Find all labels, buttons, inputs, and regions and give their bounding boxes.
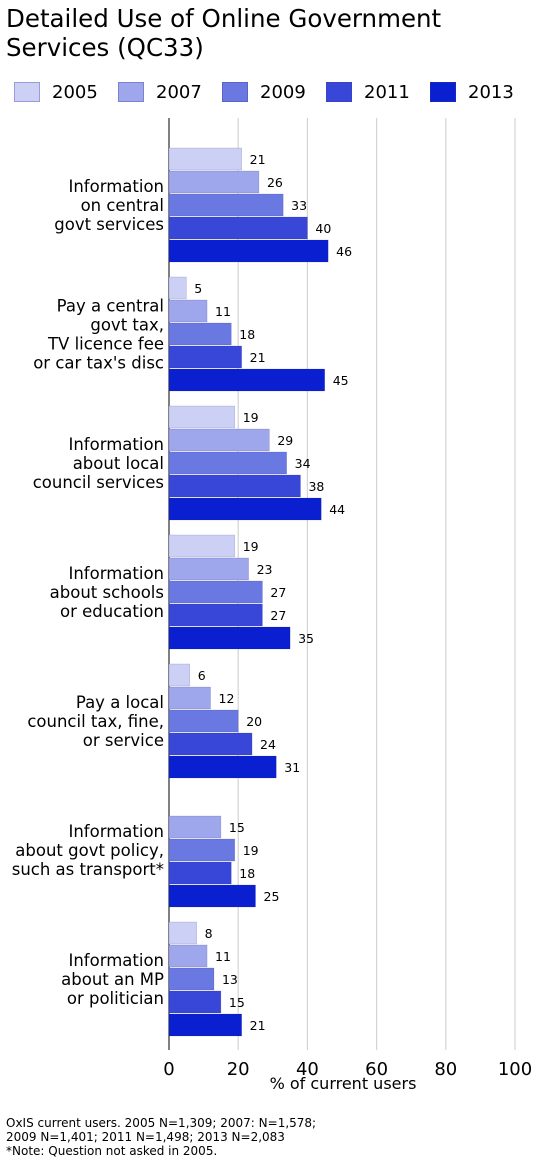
bar-2009 — [168, 967, 215, 991]
bar-value-label: 18 — [239, 327, 255, 342]
category-label: Information about an MP or politician — [61, 951, 164, 1008]
bar-2009 — [168, 838, 236, 862]
legend-swatch — [326, 82, 352, 102]
bar-2009 — [168, 580, 263, 604]
bar-2007 — [168, 557, 249, 581]
bar-2005 — [168, 663, 191, 687]
x-tick-label: 60 — [365, 1059, 388, 1080]
bar-2013 — [168, 884, 256, 908]
x-tick-label: 80 — [434, 1059, 457, 1080]
bar-value-label: 18 — [239, 866, 255, 881]
footnote-line-3: *Note: Question not asked in 2005. — [6, 1144, 218, 1158]
bar-value-label: 45 — [333, 373, 349, 388]
bar-2009 — [168, 322, 232, 346]
bar-value-label: 8 — [205, 926, 213, 941]
bar-2009 — [168, 451, 287, 475]
bar-value-label: 27 — [270, 608, 286, 623]
bar-value-label: 44 — [329, 502, 345, 517]
bar-2013 — [168, 497, 322, 521]
bar-value-label: 31 — [284, 760, 300, 775]
legend-label: 2013 — [468, 82, 514, 103]
bar-2013 — [168, 368, 325, 392]
bar-2007 — [168, 299, 208, 323]
bar-value-label: 29 — [277, 433, 293, 448]
bar-value-label: 27 — [270, 585, 286, 600]
legend-label: 2011 — [364, 82, 410, 103]
bar-value-label: 15 — [229, 820, 245, 835]
bar-2005 — [168, 921, 197, 945]
category-label: Information about govt policy, such as tra… — [12, 822, 164, 879]
bar-2005 — [168, 405, 236, 429]
legend-label: 2007 — [156, 82, 202, 103]
bar-value-label: 12 — [219, 691, 235, 706]
bar-2005 — [168, 147, 242, 171]
legend-swatch — [430, 82, 456, 102]
bar-2013 — [168, 626, 291, 650]
bar-2011 — [168, 861, 232, 885]
bar-value-label: 11 — [215, 949, 231, 964]
x-tick-label: 40 — [296, 1059, 319, 1080]
bar-2011 — [168, 732, 253, 756]
bar-value-label: 5 — [194, 281, 202, 296]
bar-2007 — [168, 428, 270, 452]
chart-title: Detailed Use of Online Government Servic… — [6, 4, 442, 62]
bar-value-label: 15 — [229, 995, 245, 1010]
bar-2011 — [168, 603, 263, 627]
legend-label: 2005 — [52, 82, 98, 103]
bar-2013 — [168, 239, 329, 263]
x-tick-label: 0 — [163, 1059, 174, 1080]
bar-value-label: 35 — [298, 631, 314, 646]
category-label: Pay a central govt tax, TV licence fee or c… — [33, 296, 164, 372]
bar-value-label: 34 — [295, 456, 311, 471]
bar-2007 — [168, 944, 208, 968]
bar-value-label: 21 — [250, 152, 266, 167]
bar-value-label: 19 — [243, 539, 259, 554]
bar-value-label: 6 — [198, 668, 206, 683]
bar-value-label: 33 — [291, 198, 307, 213]
footnote-line-2: 2009 N=1,401; 2011 N=1,498; 2013 N=2,083 — [6, 1130, 285, 1144]
bar-2011 — [168, 345, 242, 369]
category-label: Information on central govt services — [54, 177, 164, 234]
bar-value-label: 25 — [264, 889, 280, 904]
bar-value-label: 19 — [243, 410, 259, 425]
bar-value-label: 23 — [257, 562, 273, 577]
bar-value-label: 20 — [246, 714, 262, 729]
bar-value-label: 11 — [215, 304, 231, 319]
bar-value-label: 26 — [267, 175, 283, 190]
category-label: Information about local council services — [33, 435, 164, 492]
bar-value-label: 21 — [250, 350, 266, 365]
legend-swatch — [14, 82, 40, 102]
x-axis-label: % of current users — [270, 1074, 417, 1093]
bar-2011 — [168, 990, 222, 1014]
bar-value-label: 19 — [243, 843, 259, 858]
bar-value-label: 38 — [308, 479, 324, 494]
bar-2005 — [168, 534, 236, 558]
bar-2013 — [168, 755, 277, 779]
x-tick-label: 20 — [227, 1059, 250, 1080]
legend-swatch — [118, 82, 144, 102]
bar-2005 — [168, 276, 187, 300]
bar-value-label: 40 — [315, 221, 331, 236]
bar-value-label: 46 — [336, 244, 352, 259]
bar-2011 — [168, 474, 301, 498]
bar-2009 — [168, 193, 284, 217]
bar-2009 — [168, 709, 239, 733]
bar-value-label: 21 — [250, 1018, 266, 1033]
footnote-line-1: OxIS current users. 2005 N=1,309; 2007: … — [6, 1116, 317, 1130]
legend-swatch — [222, 82, 248, 102]
x-tick-label: 100 — [498, 1059, 532, 1080]
bar-2007 — [168, 815, 222, 839]
bar-2011 — [168, 216, 308, 240]
category-label: Pay a local council tax, fine, or service — [27, 693, 164, 750]
category-label: Information about schools or education — [50, 564, 164, 621]
bar-value-label: 24 — [260, 737, 276, 752]
bar-2007 — [168, 170, 260, 194]
legend-label: 2009 — [260, 82, 306, 103]
bar-2007 — [168, 686, 211, 710]
bar-value-label: 13 — [222, 972, 238, 987]
footnote: OxIS current users. 2005 N=1,309; 2007: … — [6, 1116, 536, 1158]
bar-2013 — [168, 1013, 242, 1037]
